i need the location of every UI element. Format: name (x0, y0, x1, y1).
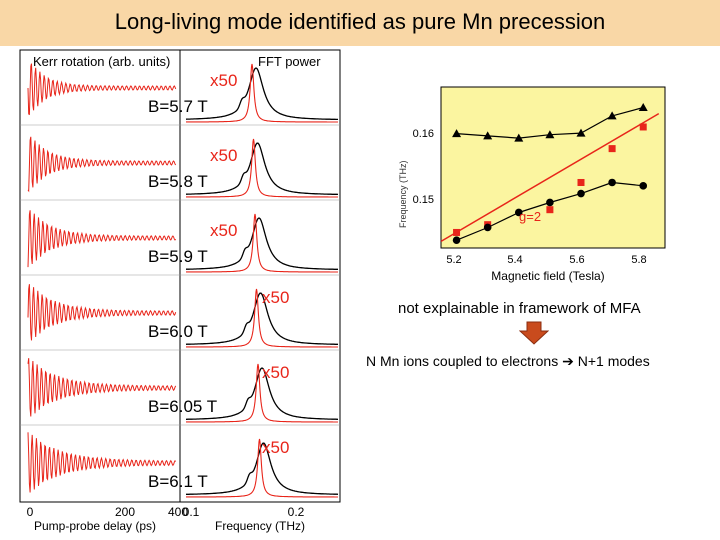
kerr-trace (27, 284, 177, 341)
kerr-trace (27, 358, 177, 417)
time-tick-labels: 0 200 400 0.1 0.2 (27, 505, 305, 519)
circle-point (546, 198, 554, 207)
circle-point (639, 182, 648, 190)
field-label: B=6.0 T (148, 322, 208, 341)
square-point (453, 228, 461, 236)
scale-label: x50 (210, 146, 237, 165)
field-label: B=6.1 T (148, 472, 208, 491)
g-factor-annotation: g=2 (519, 209, 541, 224)
mfa-note: not explainable in framework of MFA (398, 300, 641, 317)
time-tick-label: 0 (27, 505, 34, 519)
kerr-axis-label: Kerr rotation (arb. units) (33, 54, 170, 69)
x-axis-label: Magnetic field (Tesla) (491, 269, 604, 283)
circle-point (452, 236, 461, 245)
field-label: B=5.8 T (148, 172, 208, 191)
square-point (608, 145, 616, 153)
square-point (577, 178, 585, 186)
fft-spectrum-x50 (186, 438, 338, 498)
square-point (546, 206, 554, 214)
scale-label: x50 (210, 221, 237, 240)
fft-spectrum (186, 442, 339, 495)
triangle-point (638, 103, 648, 112)
field-label: B=6.05 T (148, 397, 217, 416)
y-axis-ticks: 0.16 0.15 (413, 128, 434, 206)
triangle-point (576, 128, 586, 137)
modes-note: N Mn ions coupled to electrons ➔ N+1 mod… (366, 353, 650, 370)
freq-x-label: Frequency (THz) (215, 519, 305, 533)
fft-spectrum-x50 (186, 363, 338, 423)
fft-spectrum (186, 142, 339, 196)
kerr-trace (27, 136, 177, 193)
fft-spectrum (186, 217, 338, 270)
kerr-trace (27, 63, 177, 116)
fft-spectrum-x50 (186, 213, 338, 273)
y-tick-label: 0.16 (413, 128, 434, 140)
triangle-point (452, 129, 462, 138)
scale-label: x50 (262, 438, 289, 457)
plot-area (440, 86, 666, 249)
time-x-label: Pump-probe delay (ps) (34, 519, 156, 533)
frequency-vs-field-chart: 0.16 0.15 5.2 5.4 5.6 5.8 Magnetic field… (398, 86, 666, 283)
data-points (452, 103, 648, 245)
x-axis-ticks: 5.2 5.4 5.6 5.8 (446, 254, 646, 266)
slide-title: Long-living mode identified as pure Mn p… (114, 9, 606, 34)
fft-spectrum-x50 (186, 288, 338, 348)
x-tick-label: 5.4 (507, 254, 522, 266)
x-tick-label: 5.8 (631, 254, 646, 266)
g2-fit-line (440, 113, 660, 242)
scale-label: x50 (262, 363, 289, 382)
scale-label: x50 (210, 71, 237, 90)
kerr-trace (27, 432, 177, 493)
right-arrow-icon: ➔ (562, 353, 574, 369)
modes-suffix: N+1 modes (573, 353, 650, 369)
triangle-point (483, 131, 493, 140)
x-tick-label: 5.2 (446, 254, 461, 266)
x-tick-label: 5.6 (569, 254, 584, 266)
y-axis-label: Frequency (THz) (398, 160, 408, 228)
time-tick-label: 400 (168, 505, 188, 519)
field-label: B=5.7 T (148, 97, 208, 116)
down-arrow-icon (519, 321, 549, 345)
kerr-trace (27, 210, 177, 268)
y-tick-label: 0.15 (413, 194, 434, 206)
fft-spectrum-x50 (186, 63, 338, 123)
triangle-point (607, 111, 617, 120)
fft-spectrum (185, 292, 338, 345)
scale-label: x50 (262, 288, 289, 307)
time-tick-label: 200 (115, 505, 135, 519)
circle-point (483, 223, 492, 232)
fft-spectrum (186, 367, 338, 420)
triangle-point (514, 133, 524, 142)
square-point (639, 123, 647, 131)
freq-tick-label: 0.1 (183, 505, 200, 519)
fft-axis-label: FFT power (258, 54, 321, 69)
fft-spectrum-x50 (186, 138, 338, 198)
circle-point (608, 178, 616, 187)
field-label: B=5.9 T (148, 247, 208, 266)
circle-point (514, 208, 523, 217)
header-bar (0, 0, 720, 46)
modes-prefix: N Mn ions coupled to electrons (366, 353, 563, 369)
freq-tick-label: 0.2 (288, 505, 305, 519)
fft-spectrum (185, 67, 338, 121)
triangle-point (545, 130, 555, 139)
circle-point (577, 189, 585, 198)
